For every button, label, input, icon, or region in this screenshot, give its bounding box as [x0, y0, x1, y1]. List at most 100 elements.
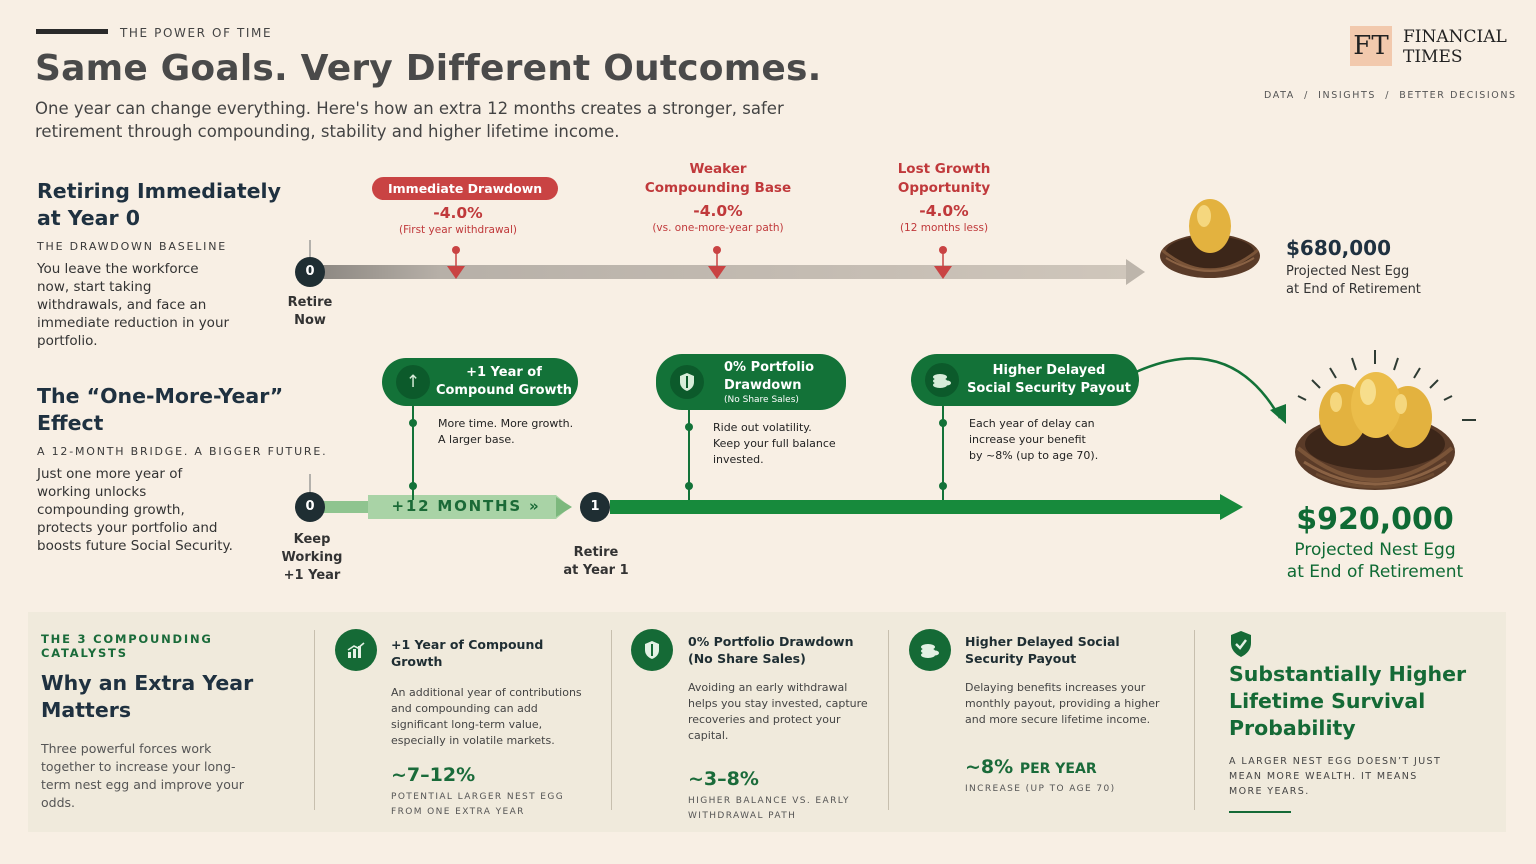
brand-tagline: DATA / INSIGHTS / BETTER DECISIONS — [1264, 90, 1517, 101]
catalyst-1-value: ~7–12% — [391, 764, 476, 786]
marker-3-value: -4.0% — [919, 202, 969, 220]
catalyst-3: Higher Delayed Social Security Payout De… — [965, 633, 1170, 797]
outcome-a-label-line2: at End of Retirement — [1286, 282, 1421, 297]
catalysts-intro: THE 3 COMPOUNDING CATALYSTS Why an Extra… — [41, 632, 301, 812]
node-a-label-line2: Now — [294, 313, 326, 328]
page-subtitle: One year can change everything. Here's h… — [35, 99, 784, 141]
glow-rays-icon — [1297, 350, 1476, 421]
scenario-a-kicker: THE DRAWDOWN BASELINE — [37, 240, 227, 253]
start-label-line2: Working — [281, 550, 343, 565]
page-title: Same Goals. Very Different Outcomes. — [35, 48, 822, 89]
benefit-pill-compound-growth: ↑ +1 Year of Compound Growth — [382, 358, 578, 406]
start-label-line1: Keep — [293, 532, 331, 547]
marker-3-title-line2: Opportunity — [897, 180, 991, 196]
marker-2-note: (vs. one-more-year path) — [652, 222, 784, 234]
catalyst-divider-1 — [314, 630, 315, 810]
benefit-3-note: Each year of delay can increase your ben… — [969, 416, 1119, 464]
timeline-b-end-node: 1 — [580, 492, 610, 522]
catalyst-2-value: ~3–8% — [688, 768, 759, 790]
catalyst-3-foot: INCREASE (UP TO AGE 70) — [965, 784, 1116, 794]
summary-rule — [1229, 811, 1291, 813]
catalyst-divider-2 — [611, 630, 612, 810]
benefit-2-note-line2: Keep your full balance — [713, 437, 836, 450]
timeline-b-start-label: Keep Working +1 Year — [276, 531, 348, 585]
marker-2-title-line2: Compounding Base — [644, 180, 792, 196]
catalyst-1: +1 Year of Compound Growth An additional… — [391, 636, 596, 820]
catalysts-panel — [28, 612, 1506, 832]
timeline-a-node-label: Retire Now — [280, 294, 340, 330]
timeline-a-arrowhead — [1126, 259, 1145, 285]
catalyst-divider-3 — [888, 630, 889, 810]
drawdown-marker-1-labels: Immediate Drawdown -4.0% (First year wit… — [372, 177, 559, 236]
shield-icon — [670, 365, 704, 399]
benefit-2-line2: Drawdown — [724, 378, 802, 393]
benefit-3-note-line2: increase your benefit — [969, 433, 1086, 446]
benefit-1-text: +1 Year of Compound Growth — [430, 364, 578, 400]
scenario-b-body: Just one more year of working unlocks co… — [37, 466, 233, 554]
catalyst-3-title: Higher Delayed Social Security Payout — [965, 634, 1120, 666]
ft-name-line1: FINANCIAL — [1403, 27, 1507, 47]
drawdown-marker-3 — [934, 246, 952, 279]
scenario-b-text: The “One-More-Year” Effect A 12-MONTH BR… — [37, 383, 328, 555]
catalyst-3-value-suffix: PER YEAR — [1019, 761, 1097, 777]
timeline-b-start-node: 0 — [295, 492, 325, 522]
catalyst-3-value-number: ~8% — [965, 756, 1014, 778]
scenario-a-text: Retiring Immediately at Year 0 THE DRAWD… — [37, 178, 287, 350]
drawdown-marker-2-labels: Weaker Compounding Base -4.0% (vs. one-m… — [637, 160, 799, 234]
benefit-2-note-line3: invested. — [713, 453, 764, 466]
benefit-3-line1: Higher Delayed — [992, 363, 1106, 378]
catalyst-1-body: An additional year of contributions and … — [391, 686, 582, 747]
outcome-a-label-line1: Projected Nest Egg — [1286, 264, 1410, 279]
benefit-3-note-line1: Each year of delay can — [969, 417, 1095, 430]
scenario-a-body: You leave the workforce now, start takin… — [37, 261, 230, 349]
scenario-a-title: Retiring Immediately at Year 0 — [37, 178, 287, 232]
marker-1-value: -4.0% — [433, 204, 483, 222]
outcome-b-label: Projected Nest Egg at End of Retirement — [1270, 539, 1480, 583]
summary-title: Substantially Higher Lifetime Survival P… — [1229, 662, 1467, 740]
benefit-connector-1 — [409, 404, 417, 500]
scenario-b-kicker: A 12-MONTH BRIDGE. A BIGGER FUTURE. — [37, 445, 328, 458]
summary-body: A LARGER NEST EGG DOESN’T JUST MEAN MORE… — [1229, 756, 1442, 797]
marker-3-title-line1: Lost Growth — [897, 161, 991, 177]
benefit-3-line2: Social Security Payout — [967, 381, 1131, 396]
benefit-connector-3 — [939, 404, 947, 500]
benefit-2-sub: (No Share Sales) — [724, 395, 799, 405]
catalyst-1-title: +1 Year of Compound Growth — [391, 637, 544, 669]
benefit-3-note-line3: by ~8% (up to age 70). — [969, 449, 1099, 462]
marker-1-note: (First year withdrawal) — [398, 224, 518, 236]
summary: Substantially Higher Lifetime Survival P… — [1229, 661, 1469, 813]
header-rule — [36, 29, 108, 34]
shield-check-icon — [1229, 630, 1253, 662]
marker-3-title: Lost Growth Opportunity — [873, 160, 1015, 198]
curved-arrow — [1135, 357, 1282, 419]
coins-icon — [925, 363, 959, 397]
outcome-b-label-line1: Projected Nest Egg — [1294, 540, 1456, 560]
timeline-a-bar — [320, 265, 1128, 279]
benefit-2-note-line1: Ride out volatility. — [713, 421, 812, 434]
benefit-1-note-line2: A larger base. — [438, 433, 515, 446]
scenario-a-title-line1: Retiring Immediately — [37, 179, 281, 203]
coins-icon — [909, 629, 951, 671]
catalysts-kicker: THE 3 COMPOUNDING CATALYSTS — [41, 632, 213, 660]
catalyst-2-title: 0% Portfolio Drawdown (No Share Sales) — [688, 634, 854, 666]
timeline-b-lead — [324, 501, 372, 513]
nest-egg-small-icon — [1160, 199, 1260, 278]
catalyst-1-foot: POTENTIAL LARGER NEST EGG FROM ONE EXTRA… — [391, 792, 565, 817]
drawdown-marker-1 — [447, 246, 465, 279]
benefit-1-line2: Compound Growth — [435, 383, 573, 398]
scenario-b-title-line2: Effect — [37, 411, 104, 435]
header-kicker: THE POWER OF TIME — [120, 26, 273, 40]
marker-2-value: -4.0% — [693, 202, 743, 220]
benefit-1-note-line1: More time. More growth. — [438, 417, 574, 430]
shield-icon — [631, 629, 673, 671]
catalyst-3-value: ~8% PER YEAR — [965, 756, 1170, 778]
benefit-2-note: Ride out volatility. Keep your full bala… — [713, 420, 853, 468]
outcome-b-value: $920,000 — [1296, 502, 1454, 537]
catalyst-3-body: Delaying benefits increases your monthly… — [965, 681, 1160, 726]
growth-chart-icon — [335, 629, 377, 671]
timeline-a-node: 0 — [295, 257, 325, 287]
end-label-line1: Retire — [573, 545, 619, 560]
benefit-2-text: 0% Portfolio Drawdown (No Share Sales) — [704, 359, 846, 405]
node-a-label-line1: Retire — [287, 295, 333, 310]
catalyst-2-body: Avoiding an early withdrawal helps you s… — [688, 681, 868, 742]
